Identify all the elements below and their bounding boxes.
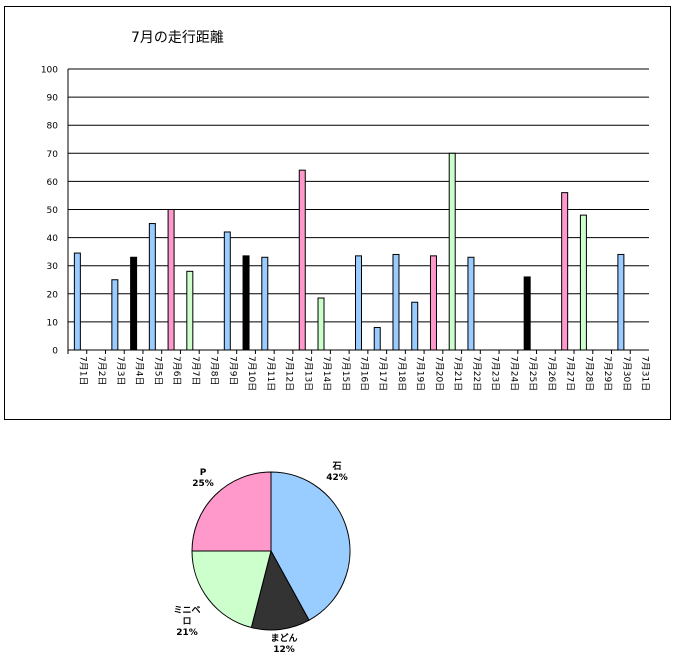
- pie-label-p-pct: 25%: [192, 479, 214, 489]
- x-tick-label: 7月10日: [246, 356, 257, 391]
- pie-label-madon-pct: 12%: [273, 645, 295, 655]
- x-tick-label: 7月20日: [433, 356, 444, 391]
- bar: [392, 253, 400, 351]
- y-tick-label: 70: [47, 150, 59, 160]
- pie-label-stone-name: 石: [332, 462, 342, 472]
- x-tick-label: 7月11日: [265, 356, 276, 391]
- bar-chart-frame: 7月の走行距離 0 10 20 30 40 50 60 70 80 90 100 7月1日 7月2日 7月…: [4, 6, 671, 420]
- y-tick-label: 50: [47, 206, 59, 216]
- bar: [579, 214, 587, 351]
- x-tick-label: 7月30日: [621, 356, 632, 391]
- x-tick-label: 7月29日: [602, 356, 613, 391]
- x-tick-label: 7月14日: [321, 356, 332, 391]
- bar-chart: 0 10 20 30 40 50 60 70 80 90 100 7月1日 7月2日 7月3日 7月4日 7月…: [41, 66, 651, 392]
- x-tick-label: 7月5日: [152, 356, 163, 385]
- pie-label-p-name: P: [199, 468, 207, 478]
- x-tick-label: 7月26日: [546, 356, 557, 391]
- bar: [448, 152, 456, 351]
- y-tick-label: 10: [47, 318, 59, 328]
- y-tick-label: 0: [52, 347, 58, 357]
- bar: [73, 252, 81, 351]
- x-tick-label: 7月25日: [527, 356, 538, 391]
- x-tick-label: 7月22日: [471, 356, 482, 391]
- bar: [429, 255, 437, 351]
- x-tick-label: 7月16日: [359, 356, 370, 391]
- pie-label-minivelo-pct: 21%: [176, 628, 198, 638]
- x-tick-label: 7月23日: [490, 356, 501, 391]
- x-tick-label: 7月28日: [583, 356, 594, 391]
- bar: [298, 169, 306, 351]
- x-tick-label: 7月8日: [209, 356, 220, 385]
- y-tick-label: 80: [47, 122, 59, 132]
- bar: [523, 276, 531, 351]
- x-tick-label: 7月2日: [96, 356, 107, 385]
- bar: [373, 327, 381, 351]
- bar: [111, 279, 119, 351]
- x-tick-label: 7月31日: [640, 356, 651, 391]
- pie-label-stone-pct: 42%: [326, 473, 348, 483]
- bar: [355, 255, 362, 351]
- pie-slice: [250, 549, 310, 631]
- bar: [411, 301, 419, 351]
- x-tick-label: 7月3日: [115, 356, 126, 385]
- x-tick-label: 7月4日: [134, 356, 145, 385]
- bar: [223, 231, 231, 351]
- bar: [130, 256, 138, 351]
- pie-label-madon: まどん 12%: [262, 634, 306, 656]
- bar: [467, 256, 475, 351]
- pie-label-madon-name: まどん: [270, 634, 298, 644]
- y-tick-label: 30: [47, 262, 59, 272]
- pie-slice: [191, 550, 272, 629]
- x-tick-label: 7月9日: [227, 356, 238, 385]
- bar: [242, 255, 250, 351]
- x-tick-label: 7月27日: [565, 356, 576, 391]
- x-tick-label: 7月13日: [302, 356, 313, 391]
- y-tick-label: 20: [47, 290, 59, 300]
- pie-label-minivelo-name: ミニベロ: [173, 606, 201, 627]
- bar: [186, 270, 194, 351]
- y-tick-label: 100: [41, 66, 58, 76]
- pie-label-p: P 25%: [188, 468, 218, 490]
- y-tick-label: 60: [47, 178, 59, 188]
- bar: [167, 209, 175, 351]
- x-tick-label: 7月21日: [452, 356, 463, 391]
- x-tick-label: 7月7日: [190, 356, 201, 385]
- pie-label-minivelo: ミニベロ 21%: [172, 606, 202, 639]
- pie-label-stone: 石 42%: [322, 462, 352, 484]
- x-tick-label: 7月18日: [396, 356, 407, 391]
- bar: [317, 297, 325, 351]
- x-tick-label: 7月17日: [377, 356, 388, 391]
- x-tick-label: 7月12日: [284, 356, 295, 391]
- y-tick-label: 90: [47, 94, 59, 104]
- x-tick-label: 7月6日: [171, 356, 182, 385]
- x-tick-label: 7月19日: [415, 356, 426, 391]
- x-tick-label: 7月1日: [77, 356, 88, 385]
- y-tick-label: 40: [47, 234, 59, 244]
- bar: [617, 253, 625, 351]
- pie-slice: [270, 471, 351, 621]
- bar: [561, 192, 569, 351]
- bar-chart-title: 7月の走行距離: [131, 30, 224, 46]
- x-tick-label: 7月15日: [340, 356, 351, 391]
- bar: [261, 256, 269, 351]
- x-tick-label: 7月24日: [508, 356, 519, 391]
- bar: [148, 223, 156, 351]
